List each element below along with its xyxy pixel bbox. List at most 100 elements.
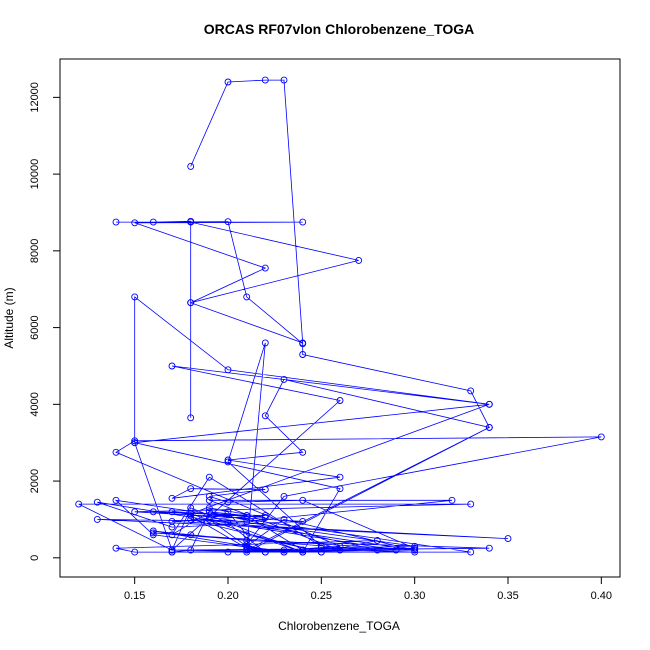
data-point [280,546,288,554]
data-point [243,546,251,554]
data-point [299,351,307,358]
data-point [299,218,307,226]
data-point [373,537,381,544]
data-point [149,527,157,535]
data-point [224,218,232,226]
data-point [149,508,157,516]
data-point [336,546,344,554]
data-point [336,542,344,550]
data-point [467,500,475,508]
data-point [224,519,232,527]
data-point [205,496,213,504]
data-point [485,544,493,552]
data-point [93,515,101,523]
y-tick-label: 4000 [29,392,41,416]
data-point [336,397,344,404]
data-point [299,340,307,348]
data-point [187,546,195,554]
data-point [411,544,419,552]
data-point [187,162,195,170]
data-point [205,515,213,523]
data-point [168,517,176,525]
data-point [597,433,605,441]
data-point [168,546,176,554]
data-point [187,299,195,307]
data-point [187,504,195,512]
data-point [261,548,269,556]
data-point [261,339,269,347]
data-point [299,548,307,556]
data-point [485,423,493,431]
data-point [149,531,157,539]
data-point [299,448,307,456]
data-point [261,412,269,420]
data-point [131,219,139,227]
x-axis-label: Chlorobenzene_TOGA [278,619,400,633]
data-point [75,500,83,508]
data-point [243,544,251,552]
data-point [131,439,139,447]
data-point [93,498,101,506]
data-point [280,548,288,556]
data-point [224,508,232,516]
data-point [373,546,381,554]
y-tick-label: 8000 [29,239,41,263]
data-point [243,531,251,539]
data-point [187,485,195,493]
data-point [243,293,251,301]
data-point [168,508,176,516]
y-tick-label: 10000 [29,159,41,190]
chart-title: ORCAS RF07vlon Chlorobenzene_TOGA [204,21,474,37]
data-point [224,458,232,466]
data-point [411,546,419,554]
data-point [224,456,232,464]
data-point [131,508,139,516]
data-point [467,387,475,395]
data-point [336,485,344,493]
x-tick-label: 0.25 [311,590,332,602]
data-point [280,76,288,84]
data-point [112,218,120,226]
data-point [261,76,269,84]
x-axis: 0.15 0.20 0.25 0.30 0.35 0.40 [124,576,612,602]
data-point [205,504,213,512]
data-point [149,218,157,226]
data-point [131,437,139,445]
data-point [131,293,139,301]
data-point [299,517,307,525]
data-point [187,512,195,520]
y-tick-label: 6000 [29,315,41,339]
series-line [78,79,602,553]
data-point [467,548,475,556]
data-point [299,496,307,504]
data-point [187,531,195,539]
data-point [131,548,139,556]
data-point [168,362,176,370]
data-point [224,548,232,556]
data-point [224,366,232,374]
data-point [187,217,195,225]
data-point [168,531,176,539]
data-point [168,494,176,502]
x-tick-label: 0.20 [217,590,238,602]
x-tick-label: 0.40 [591,590,612,602]
data-point [205,473,213,481]
plot-area [75,76,605,556]
data-point [355,256,363,264]
data-point [336,473,344,481]
data-point [411,542,419,550]
data-point [187,414,195,422]
data-point [485,400,493,408]
data-point [224,78,232,86]
data-point [261,486,269,493]
y-tick-label: 0 [29,555,41,561]
data-point [243,542,251,550]
data-point [392,546,400,554]
data-point [448,496,456,504]
data-point [504,535,512,543]
data-point [112,448,120,456]
data-point [149,529,157,537]
data-point [299,546,307,554]
data-point [112,496,120,504]
